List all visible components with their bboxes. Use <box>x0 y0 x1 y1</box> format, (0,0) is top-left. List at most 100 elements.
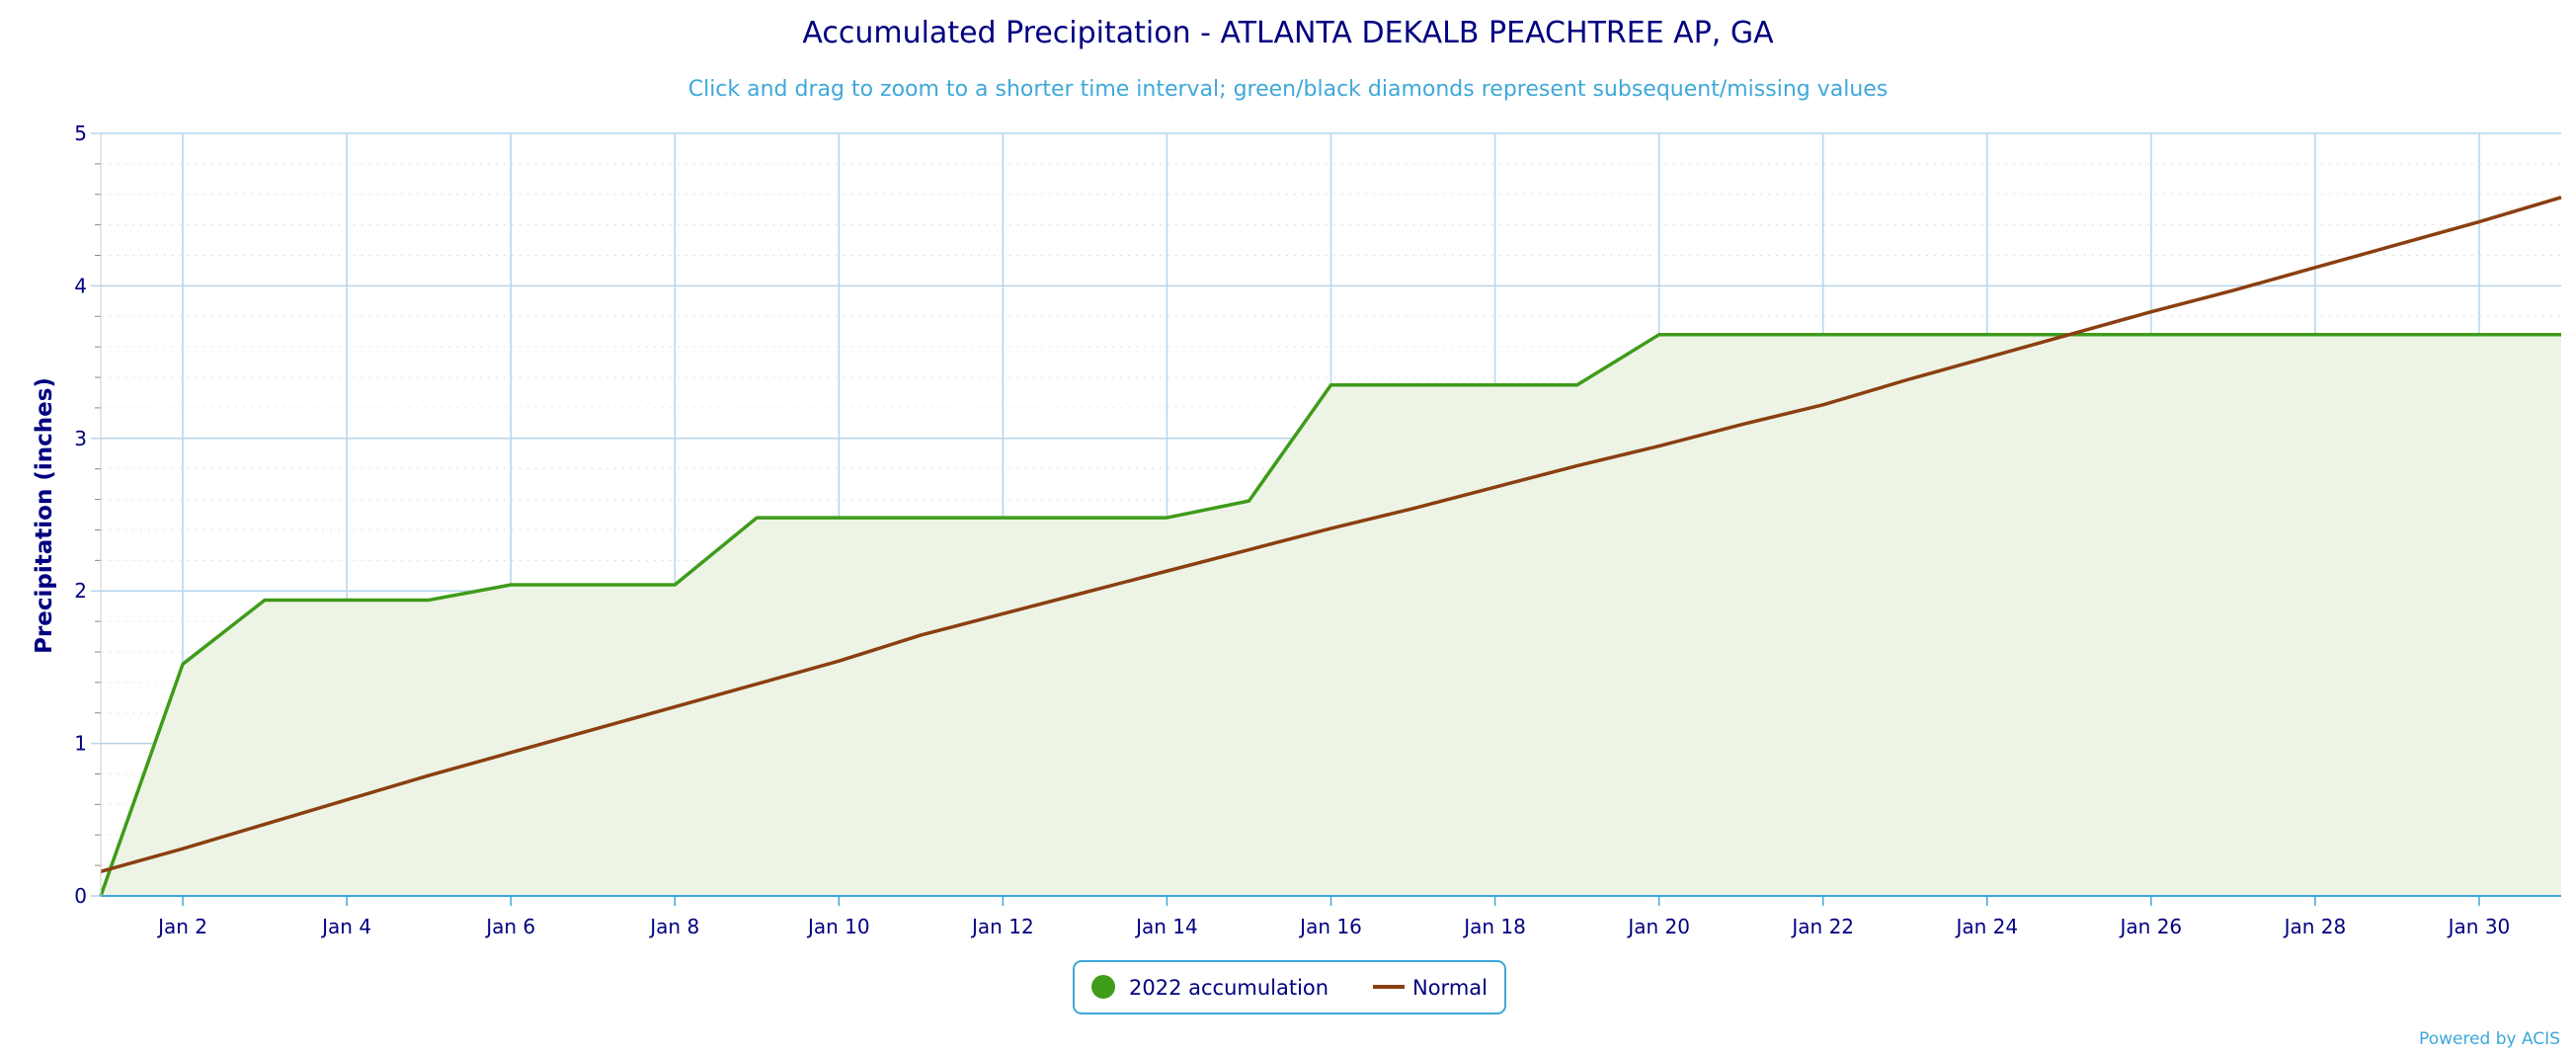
data-point-normal[interactable]: Normal: 0.47 <box>259 818 271 830</box>
data-point-2022-accumulation[interactable]: 2022 accumulation: 1.52 <box>177 658 189 670</box>
data-point-2022-accumulation[interactable]: 2022 accumulation: 3.68 <box>1653 329 1665 341</box>
data-point-2022-accumulation[interactable]: 2022 accumulation: 1.94 <box>423 594 435 606</box>
data-point-normal[interactable]: Normal: 3.97 <box>2227 284 2239 296</box>
data-point-2022-accumulation[interactable]: 2022 accumulation: 3.35 <box>1326 379 1337 391</box>
y-tick-label: 5 <box>74 122 87 145</box>
legend-box <box>1073 960 1506 1014</box>
data-point-2022-accumulation[interactable]: 2022 accumulation: 3.68 <box>2473 329 2485 341</box>
data-point-2022-accumulation[interactable]: 2022 accumulation: 3.68 <box>2391 329 2403 341</box>
data-point-normal[interactable]: Normal: 0.63 <box>341 794 353 806</box>
data-point-normal[interactable]: Normal: 2.27 <box>1243 544 1254 556</box>
x-tick-label: Jan 6 <box>484 915 535 938</box>
credit-link[interactable]: Powered by ACIS <box>2419 1029 2560 1049</box>
data-point-normal[interactable]: Normal: 3.22 <box>1817 399 1829 411</box>
data-point-2022-accumulation[interactable]: 2022 accumulation: 3.35 <box>1571 379 1583 391</box>
data-point-normal[interactable]: Normal: 3.38 <box>1899 374 1911 386</box>
y-tick-label: 2 <box>74 579 87 603</box>
legend-item-normal[interactable]: Normal <box>1373 976 1488 1000</box>
data-point-2022-accumulation[interactable]: 2022 accumulation: 3.68 <box>2145 329 2157 341</box>
x-tick-label: Jan 30 <box>2447 915 2511 938</box>
x-tick-label: Jan 28 <box>2283 915 2347 938</box>
y-axis-title: Precipitation (inches) <box>32 377 57 654</box>
data-point-2022-accumulation[interactable]: 2022 accumulation: 3.68 <box>2227 329 2239 341</box>
x-tick-label: Jan 16 <box>1298 915 1362 938</box>
x-tick-label: Jan 4 <box>320 915 371 938</box>
y-tick-label: 0 <box>74 884 87 908</box>
x-tick-label: Jan 8 <box>648 915 699 938</box>
data-point-normal[interactable]: Normal: 1.24 <box>669 701 681 713</box>
data-point-2022-accumulation[interactable]: 2022 accumulation: 3.35 <box>1408 379 1419 391</box>
legend[interactable]: 2022 accumulation Normal <box>1073 960 1506 1014</box>
data-point-normal[interactable]: Normal: 1.09 <box>587 724 599 736</box>
y-tick-label: 1 <box>74 732 87 756</box>
data-point-2022-accumulation[interactable]: 2022 accumulation: 2.48 <box>997 512 1008 524</box>
legend-item-2022-accumulation[interactable]: 2022 accumulation <box>1091 975 1328 1000</box>
chart-title: Accumulated Precipitation - ATLANTA DEKA… <box>802 16 1774 50</box>
y-axis-tick-labels: 0 1 2 3 4 5 <box>74 122 87 908</box>
series-line-normal[interactable] <box>100 196 2562 873</box>
data-point-2022-accumulation[interactable]: 2022 accumulation: 3.68 <box>2555 329 2567 341</box>
x-tick-label: Jan 12 <box>970 915 1034 938</box>
data-point-normal[interactable]: Normal: 1.71 <box>915 629 926 641</box>
data-point-normal[interactable]: Normal: 1.39 <box>751 678 763 689</box>
data-point-normal[interactable]: Normal: 1.99 <box>1079 587 1090 599</box>
data-point-normal[interactable]: Normal: 3.53 <box>1981 352 1993 364</box>
x-axis-tick-labels: Jan 2 Jan 4 Jan 6 Jan 8 Jan 10 Jan 12 Jan 14 Ja… <box>156 915 2510 938</box>
data-point-2022-accumulation[interactable]: 2022 accumulation: 2.48 <box>751 512 763 524</box>
data-point-2022-accumulation[interactable]: 2022 accumulation: 2.04 <box>505 579 517 591</box>
data-point-normal[interactable]: Normal: 1.54 <box>833 655 845 667</box>
data-point-2022-accumulation[interactable]: 2022 accumulation: 3.68 <box>1735 329 1747 341</box>
data-point-2022-accumulation[interactable]: 2022 accumulation: 2.04 <box>587 579 599 591</box>
data-point-normal[interactable]: Normal: 4.27 <box>2391 239 2403 251</box>
x-tick-label: Jan 26 <box>2119 915 2183 938</box>
data-point-normal[interactable]: Normal: 2.41 <box>1326 523 1337 534</box>
legend-marker-2022-accumulation <box>1091 975 1115 999</box>
data-point-2022-accumulation[interactable]: 2022 accumulation: 2.48 <box>833 512 845 524</box>
data-point-normal[interactable]: Normal: 2.82 <box>1571 460 1583 472</box>
data-point-normal[interactable]: Normal: 2.13 <box>1161 565 1172 577</box>
series-area-2022-accumulation <box>101 334 2561 897</box>
legend-label-2022-accumulation: 2022 accumulation <box>1129 976 1328 1000</box>
data-point-2022-accumulation[interactable]: 2022 accumulation: 1.94 <box>259 594 271 606</box>
data-point-normal[interactable]: Normal: 0.94 <box>505 747 517 759</box>
y-tick-label: 4 <box>74 274 87 297</box>
data-point-normal[interactable]: Normal: 3.83 <box>2145 306 2157 318</box>
data-point-2022-accumulation[interactable]: 2022 accumulation: 3.68 <box>1899 329 1911 341</box>
data-point-2022-accumulation[interactable]: 2022 accumulation: 2.59 <box>1243 495 1254 507</box>
data-point-normal[interactable]: Normal: 3.09 <box>1735 419 1747 431</box>
data-point-normal[interactable]: Normal: 2.68 <box>1489 481 1501 493</box>
data-point-2022-accumulation[interactable]: 2022 accumulation: 3.68 <box>1817 329 1829 341</box>
x-tick-label: Jan 22 <box>1790 915 1854 938</box>
data-point-normal[interactable]: Normal: 0.31 <box>177 843 189 854</box>
data-point-2022-accumulation[interactable]: 2022 accumulation: 3.68 <box>2309 329 2321 341</box>
x-tick-label: Jan 14 <box>1134 915 1198 938</box>
data-point-normal[interactable]: Normal: 2.54 <box>1408 503 1419 515</box>
x-tick-label: Jan 20 <box>1626 915 1690 938</box>
data-point-2022-accumulation[interactable]: 2022 accumulation: 3.35 <box>1489 379 1501 391</box>
x-tick-label: Jan 2 <box>156 915 207 938</box>
data-point-2022-accumulation[interactable]: 2022 accumulation: 1.94 <box>341 594 353 606</box>
data-point-2022-accumulation[interactable]: 2022 accumulation: 2.48 <box>1079 512 1090 524</box>
data-point-2022-accumulation[interactable]: 2022 accumulation: 2.48 <box>1161 512 1172 524</box>
data-point-2022-accumulation[interactable]: 2022 accumulation: 2.04 <box>669 579 681 591</box>
data-point-2022-accumulation[interactable]: 2022 accumulation: 3.68 <box>1981 329 1993 341</box>
x-tick-label: Jan 18 <box>1462 915 1526 938</box>
legend-label-normal: Normal <box>1412 976 1488 1000</box>
data-point-normal[interactable]: Normal: 2.95 <box>1653 441 1665 452</box>
data-point-normal[interactable]: Normal: 4.12 <box>2309 262 2321 274</box>
data-point-normal[interactable]: Normal: 4.42 <box>2473 216 2485 228</box>
data-point-2022-accumulation[interactable]: 2022 accumulation: 2.48 <box>915 512 926 524</box>
x-tick-label: Jan 10 <box>806 915 870 938</box>
x-tick-label: Jan 24 <box>1954 915 2018 938</box>
y-tick-label: 3 <box>74 427 87 450</box>
data-point-normal[interactable]: Normal: 4.58 <box>2555 192 2567 203</box>
data-point-normal[interactable]: Normal: 1.85 <box>997 608 1008 619</box>
series-line-2022-accumulation[interactable] <box>99 333 2561 897</box>
data-point-normal[interactable]: Normal: 0.79 <box>423 770 435 781</box>
axes <box>100 133 2561 906</box>
minor-gridlines <box>95 163 2561 866</box>
data-point-normal[interactable]: Normal: 3.68 <box>2063 329 2075 341</box>
